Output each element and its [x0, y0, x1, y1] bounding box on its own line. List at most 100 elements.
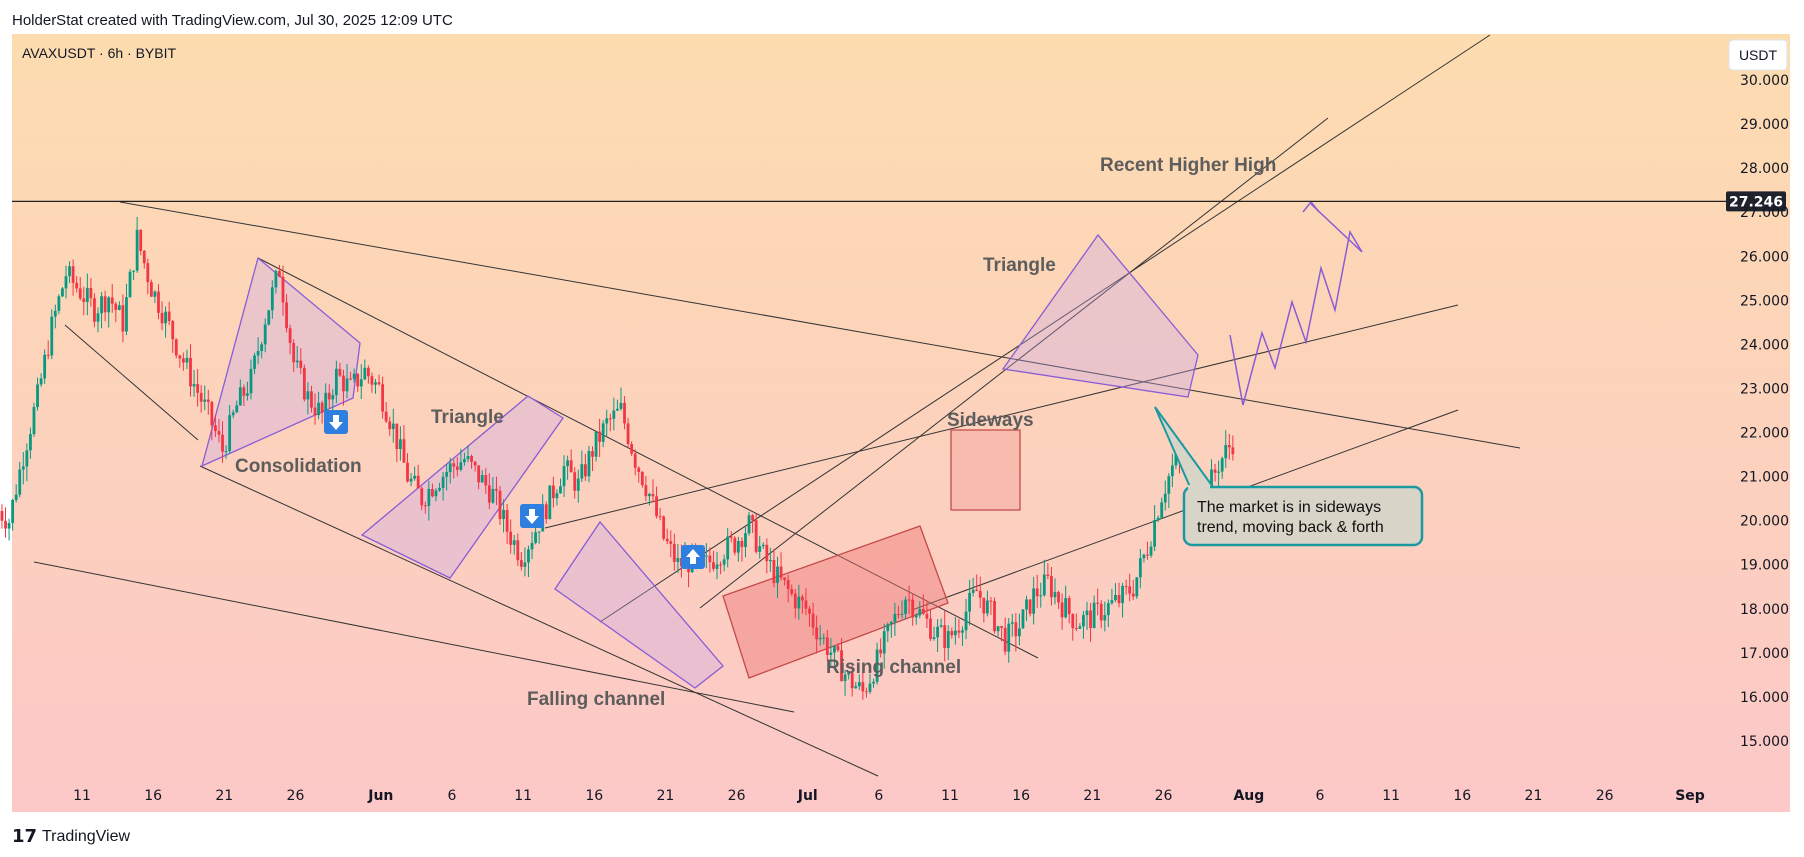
- x-tick-label: 6: [874, 788, 883, 804]
- candle-body: [1096, 602, 1100, 604]
- candle-body: [751, 515, 754, 521]
- candle-body: [1213, 469, 1217, 473]
- candle-body: [75, 282, 79, 289]
- arrow-down-icon[interactable]: [520, 504, 544, 528]
- candle-body: [349, 378, 352, 380]
- callout-note[interactable]: The market is in sideways trend, moving …: [1154, 406, 1424, 547]
- candle-body: [1071, 614, 1075, 629]
- candle-body: [939, 625, 943, 627]
- candle-body: [893, 613, 897, 622]
- trend-line[interactable]: [119, 201, 1521, 449]
- pattern-shape[interactable]: [201, 256, 361, 468]
- candle-body: [953, 630, 957, 636]
- candle-body: [317, 402, 320, 416]
- x-tick-label: 26: [728, 788, 746, 804]
- pattern-shape[interactable]: [1001, 233, 1199, 398]
- candle-body: [996, 626, 1000, 632]
- pattern-shape[interactable]: [360, 395, 564, 579]
- candle-body: [669, 541, 673, 544]
- candle-body: [1114, 594, 1117, 601]
- candle-body: [29, 434, 32, 451]
- candle-body: [1174, 450, 1178, 466]
- x-tick-label: 26: [287, 788, 305, 804]
- candle-body: [377, 382, 381, 385]
- callout-line-1: The market is in sideways: [1197, 499, 1381, 516]
- candle-body: [726, 536, 730, 560]
- candle-body: [644, 485, 648, 497]
- candle-body: [299, 360, 303, 368]
- candle-body: [786, 580, 790, 590]
- candle-body: [466, 455, 470, 460]
- candle-body: [274, 271, 278, 288]
- candle-body: [1000, 626, 1004, 628]
- x-tick-label: Sep: [1675, 788, 1705, 804]
- candle-body: [157, 291, 160, 313]
- y-tick-label: 21.000: [1740, 470, 1789, 486]
- x-tick-label: Jul: [797, 788, 818, 804]
- trend-line[interactable]: [199, 465, 879, 777]
- tradingview-logo-icon: 17: [12, 826, 37, 847]
- x-tick-label: 6: [448, 788, 457, 804]
- candle-body: [121, 305, 125, 332]
- candle-body: [889, 621, 893, 625]
- candle-body: [872, 681, 875, 684]
- candle-body: [174, 339, 178, 356]
- candle-body: [1220, 458, 1224, 472]
- candle-body: [487, 485, 491, 503]
- projection-arrowhead: [1302, 200, 1320, 213]
- projection-path[interactable]: [1229, 203, 1363, 406]
- candle-body: [36, 384, 39, 408]
- x-tick-label: 16: [144, 788, 162, 804]
- candle-body: [1028, 599, 1032, 614]
- pattern-shape[interactable]: [722, 525, 949, 679]
- arrow-up-icon[interactable]: [681, 545, 705, 569]
- candle-body: [736, 540, 740, 553]
- candle-body: [1042, 574, 1046, 596]
- candle-body: [1099, 603, 1103, 621]
- pattern-shape[interactable]: [554, 520, 724, 689]
- annotation-rising-channel: Rising channel: [826, 657, 961, 678]
- trend-line[interactable]: [257, 257, 1039, 659]
- candle-body: [231, 412, 235, 416]
- candle-body: [1117, 594, 1121, 604]
- candle-body: [114, 303, 118, 310]
- candle-body: [815, 627, 819, 640]
- candle-body: [747, 515, 751, 534]
- candle-body: [914, 615, 918, 618]
- candle-body: [438, 487, 441, 491]
- candlesticks-layer: [0, 216, 1235, 700]
- candle-body: [107, 297, 111, 313]
- trend-line[interactable]: [64, 324, 199, 441]
- trend-line[interactable]: [699, 117, 1329, 609]
- candle-body: [1149, 546, 1153, 556]
- candle-body: [455, 466, 459, 470]
- y-tick-label: 18.000: [1740, 602, 1789, 618]
- candle-body: [1032, 588, 1036, 614]
- candle-body: [1224, 445, 1228, 459]
- candle-body: [836, 645, 840, 651]
- candle-body: [616, 408, 619, 411]
- arrow-down-icon[interactable]: [324, 410, 348, 434]
- candle-body: [1060, 602, 1064, 618]
- candle-body: [199, 392, 203, 402]
- candle-body: [25, 450, 29, 467]
- candle-body: [658, 516, 662, 518]
- unit-label: USDT: [1739, 47, 1778, 63]
- unit-box[interactable]: [1728, 39, 1788, 71]
- candle-body: [1021, 609, 1025, 629]
- candle-body: [445, 472, 449, 477]
- candle-body: [228, 415, 232, 451]
- candle-body: [459, 462, 463, 470]
- candle-body: [263, 324, 267, 345]
- candle-body: [1092, 602, 1096, 629]
- y-tick-label: 16.000: [1740, 690, 1789, 706]
- trend-line[interactable]: [33, 561, 795, 713]
- candle-body: [441, 476, 445, 488]
- candle-body: [993, 600, 996, 632]
- candle-body: [1085, 610, 1089, 616]
- pattern-shape[interactable]: [950, 429, 1021, 511]
- candle-body: [519, 560, 523, 567]
- callout-box: [1182, 485, 1424, 547]
- candle-body: [612, 410, 616, 419]
- candle-body: [423, 505, 427, 507]
